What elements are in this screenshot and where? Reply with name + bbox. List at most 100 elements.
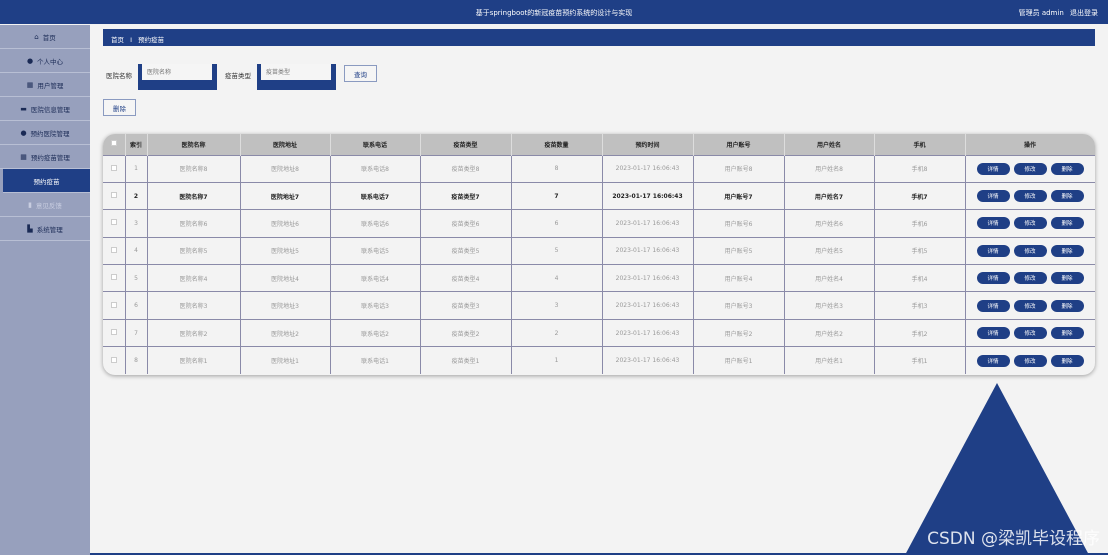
column-header: 疫苗数量 xyxy=(511,134,603,155)
cell-1: 医院名称8 xyxy=(147,154,241,183)
delete-button[interactable]: 删除 xyxy=(1050,299,1084,312)
cell-6: 2023-01-17 16:06:43 xyxy=(602,181,694,210)
checkbox-cell xyxy=(103,209,126,238)
cell-5: 2 xyxy=(511,318,603,347)
edit-button[interactable]: 修改 xyxy=(1013,244,1047,257)
cell-8: 用户姓名2 xyxy=(784,318,875,347)
delete-button[interactable]: 删除 xyxy=(1050,190,1084,203)
detail-button[interactable]: 详情 xyxy=(976,354,1010,367)
breadcrumb-home[interactable]: 首页 xyxy=(111,36,124,44)
cell-7: 用户账号7 xyxy=(693,181,785,210)
row-checkbox[interactable] xyxy=(110,274,117,281)
row-checkbox[interactable] xyxy=(110,219,117,226)
checkbox-cell xyxy=(103,291,126,320)
cell-2: 医院地址6 xyxy=(240,209,331,238)
row-checkbox[interactable] xyxy=(110,246,117,253)
cell-9: 手机1 xyxy=(874,346,966,375)
sidebar-item-2[interactable]: ▦ 用户管理 xyxy=(0,73,90,97)
cell-5: 3 xyxy=(511,291,603,320)
column-header: 操作 xyxy=(965,134,1095,155)
delete-button[interactable]: 删除 xyxy=(1050,244,1084,257)
cell-0: 2 xyxy=(125,181,148,210)
cell-2: 医院地址1 xyxy=(240,346,331,375)
sidebar-item-label: 预约疫苗 xyxy=(33,177,60,186)
row-checkbox[interactable] xyxy=(110,301,117,308)
table-row[interactable]: 8 医院名称1 医院地址1 联系电话1 疫苗类型1 1 2023-01-17 16:06:4… xyxy=(103,346,1095,375)
sidebar-item-1[interactable]: ● 个人中心 xyxy=(0,49,90,73)
logout-link[interactable]: 退出登录 xyxy=(1070,9,1098,17)
row-checkbox[interactable] xyxy=(110,164,117,171)
sidebar-item-6[interactable]: 预约疫苗 xyxy=(3,169,90,193)
cell-2: 医院地址4 xyxy=(240,264,331,292)
select-all-checkbox[interactable] xyxy=(110,140,117,147)
delete-button[interactable]: 删除 xyxy=(1050,217,1084,230)
query-button[interactable]: 查询 xyxy=(344,65,377,82)
actions-cell: 详情 修改 删除 xyxy=(965,318,1095,347)
edit-button[interactable]: 修改 xyxy=(1013,299,1047,312)
sidebar-item-3[interactable]: ▬ 医院信息管理 xyxy=(0,97,90,121)
cell-0: 6 xyxy=(125,291,148,320)
row-checkbox[interactable] xyxy=(110,329,117,336)
checkbox-cell xyxy=(103,236,126,265)
table-row[interactable]: 2 医院名称7 医院地址7 联系电话7 疫苗类型7 7 2023-01-17 16:06:4… xyxy=(103,181,1095,210)
detail-button[interactable]: 详情 xyxy=(976,272,1010,285)
detail-button[interactable]: 详情 xyxy=(976,299,1010,312)
detail-button[interactable]: 详情 xyxy=(976,162,1010,175)
sidebar-item-0[interactable]: ⌂ 首页 xyxy=(0,25,90,49)
column-header: 手机 xyxy=(874,134,966,155)
sidebar-item-7[interactable]: ▮ 意见反馈 xyxy=(0,193,90,217)
app-title: 基于springboot的新冠疫苗预约系统的设计与实现 xyxy=(475,9,633,17)
bottom-border xyxy=(90,553,1108,555)
cell-3: 联系电话6 xyxy=(330,209,421,238)
table-row[interactable]: 7 医院名称2 医院地址2 联系电话2 疫苗类型2 2 2023-01-17 16:06:4… xyxy=(103,318,1095,347)
edit-button[interactable]: 修改 xyxy=(1013,217,1047,230)
sidebar-item-4[interactable]: ● 预约医院管理 xyxy=(0,121,90,145)
delete-button[interactable]: 删除 xyxy=(1050,354,1084,367)
delete-button[interactable]: 删除 xyxy=(1050,272,1084,285)
table-row[interactable]: 4 医院名称5 医院地址5 联系电话5 疫苗类型5 5 2023-01-17 16:06:4… xyxy=(103,236,1095,265)
actions-cell: 详情 修改 删除 xyxy=(965,291,1095,320)
delete-button[interactable]: 删除 xyxy=(1050,327,1084,340)
checkbox-cell xyxy=(103,181,126,210)
vaccine-type-input[interactable] xyxy=(261,64,331,80)
cell-1: 医院名称4 xyxy=(147,264,241,292)
cell-8: 用户姓名3 xyxy=(784,291,875,320)
cell-6: 2023-01-17 16:06:43 xyxy=(602,264,694,292)
table-row[interactable]: 1 医院名称8 医院地址8 联系电话8 疫苗类型8 8 2023-01-17 16:06:4… xyxy=(103,154,1095,183)
cell-7: 用户账号1 xyxy=(693,346,785,375)
cell-8: 用户姓名7 xyxy=(784,181,875,210)
cell-5: 5 xyxy=(511,236,603,265)
user-area: 管理员 admin 退出登录 xyxy=(1015,8,1098,18)
column-header: 用户账号 xyxy=(693,134,785,155)
delete-button[interactable]: 删除 xyxy=(1050,162,1084,175)
user-icon: ● xyxy=(26,56,34,65)
hospital-name-input[interactable] xyxy=(142,64,212,80)
row-checkbox[interactable] xyxy=(110,356,117,363)
cell-4: 疫苗类型1 xyxy=(420,346,512,375)
row-checkbox[interactable] xyxy=(110,192,117,199)
cell-3: 联系电话4 xyxy=(330,264,421,292)
table-row[interactable]: 6 医院名称3 医院地址3 联系电话3 疫苗类型3 3 2023-01-17 16:06:4… xyxy=(103,291,1095,320)
detail-button[interactable]: 详情 xyxy=(976,217,1010,230)
batch-delete-button[interactable]: 删除 xyxy=(103,99,136,116)
edit-button[interactable]: 修改 xyxy=(1013,162,1047,175)
cell-2: 医院地址5 xyxy=(240,236,331,265)
table-row[interactable]: 3 医院名称6 医院地址6 联系电话6 疫苗类型6 6 2023-01-17 16:06:4… xyxy=(103,209,1095,238)
sidebar-item-5[interactable]: ▦ 预约疫苗管理 xyxy=(0,145,90,169)
cell-1: 医院名称6 xyxy=(147,209,241,238)
column-header: 医院名称 xyxy=(147,134,241,155)
detail-button[interactable]: 详情 xyxy=(976,244,1010,257)
sidebar-item-8[interactable]: ▙ 系统管理 xyxy=(0,217,90,241)
cell-5: 1 xyxy=(511,346,603,375)
cell-2: 医院地址8 xyxy=(240,154,331,183)
edit-button[interactable]: 修改 xyxy=(1013,354,1047,367)
edit-button[interactable]: 修改 xyxy=(1013,272,1047,285)
hospital-name-label: 医院名称 xyxy=(106,72,132,80)
actions-cell: 详情 修改 删除 xyxy=(965,154,1095,183)
edit-button[interactable]: 修改 xyxy=(1013,190,1047,203)
cell-0: 1 xyxy=(125,154,148,183)
edit-button[interactable]: 修改 xyxy=(1013,327,1047,340)
detail-button[interactable]: 详情 xyxy=(976,190,1010,203)
table-row[interactable]: 5 医院名称4 医院地址4 联系电话4 疫苗类型4 4 2023-01-17 16:06:4… xyxy=(103,264,1095,292)
detail-button[interactable]: 详情 xyxy=(976,327,1010,340)
